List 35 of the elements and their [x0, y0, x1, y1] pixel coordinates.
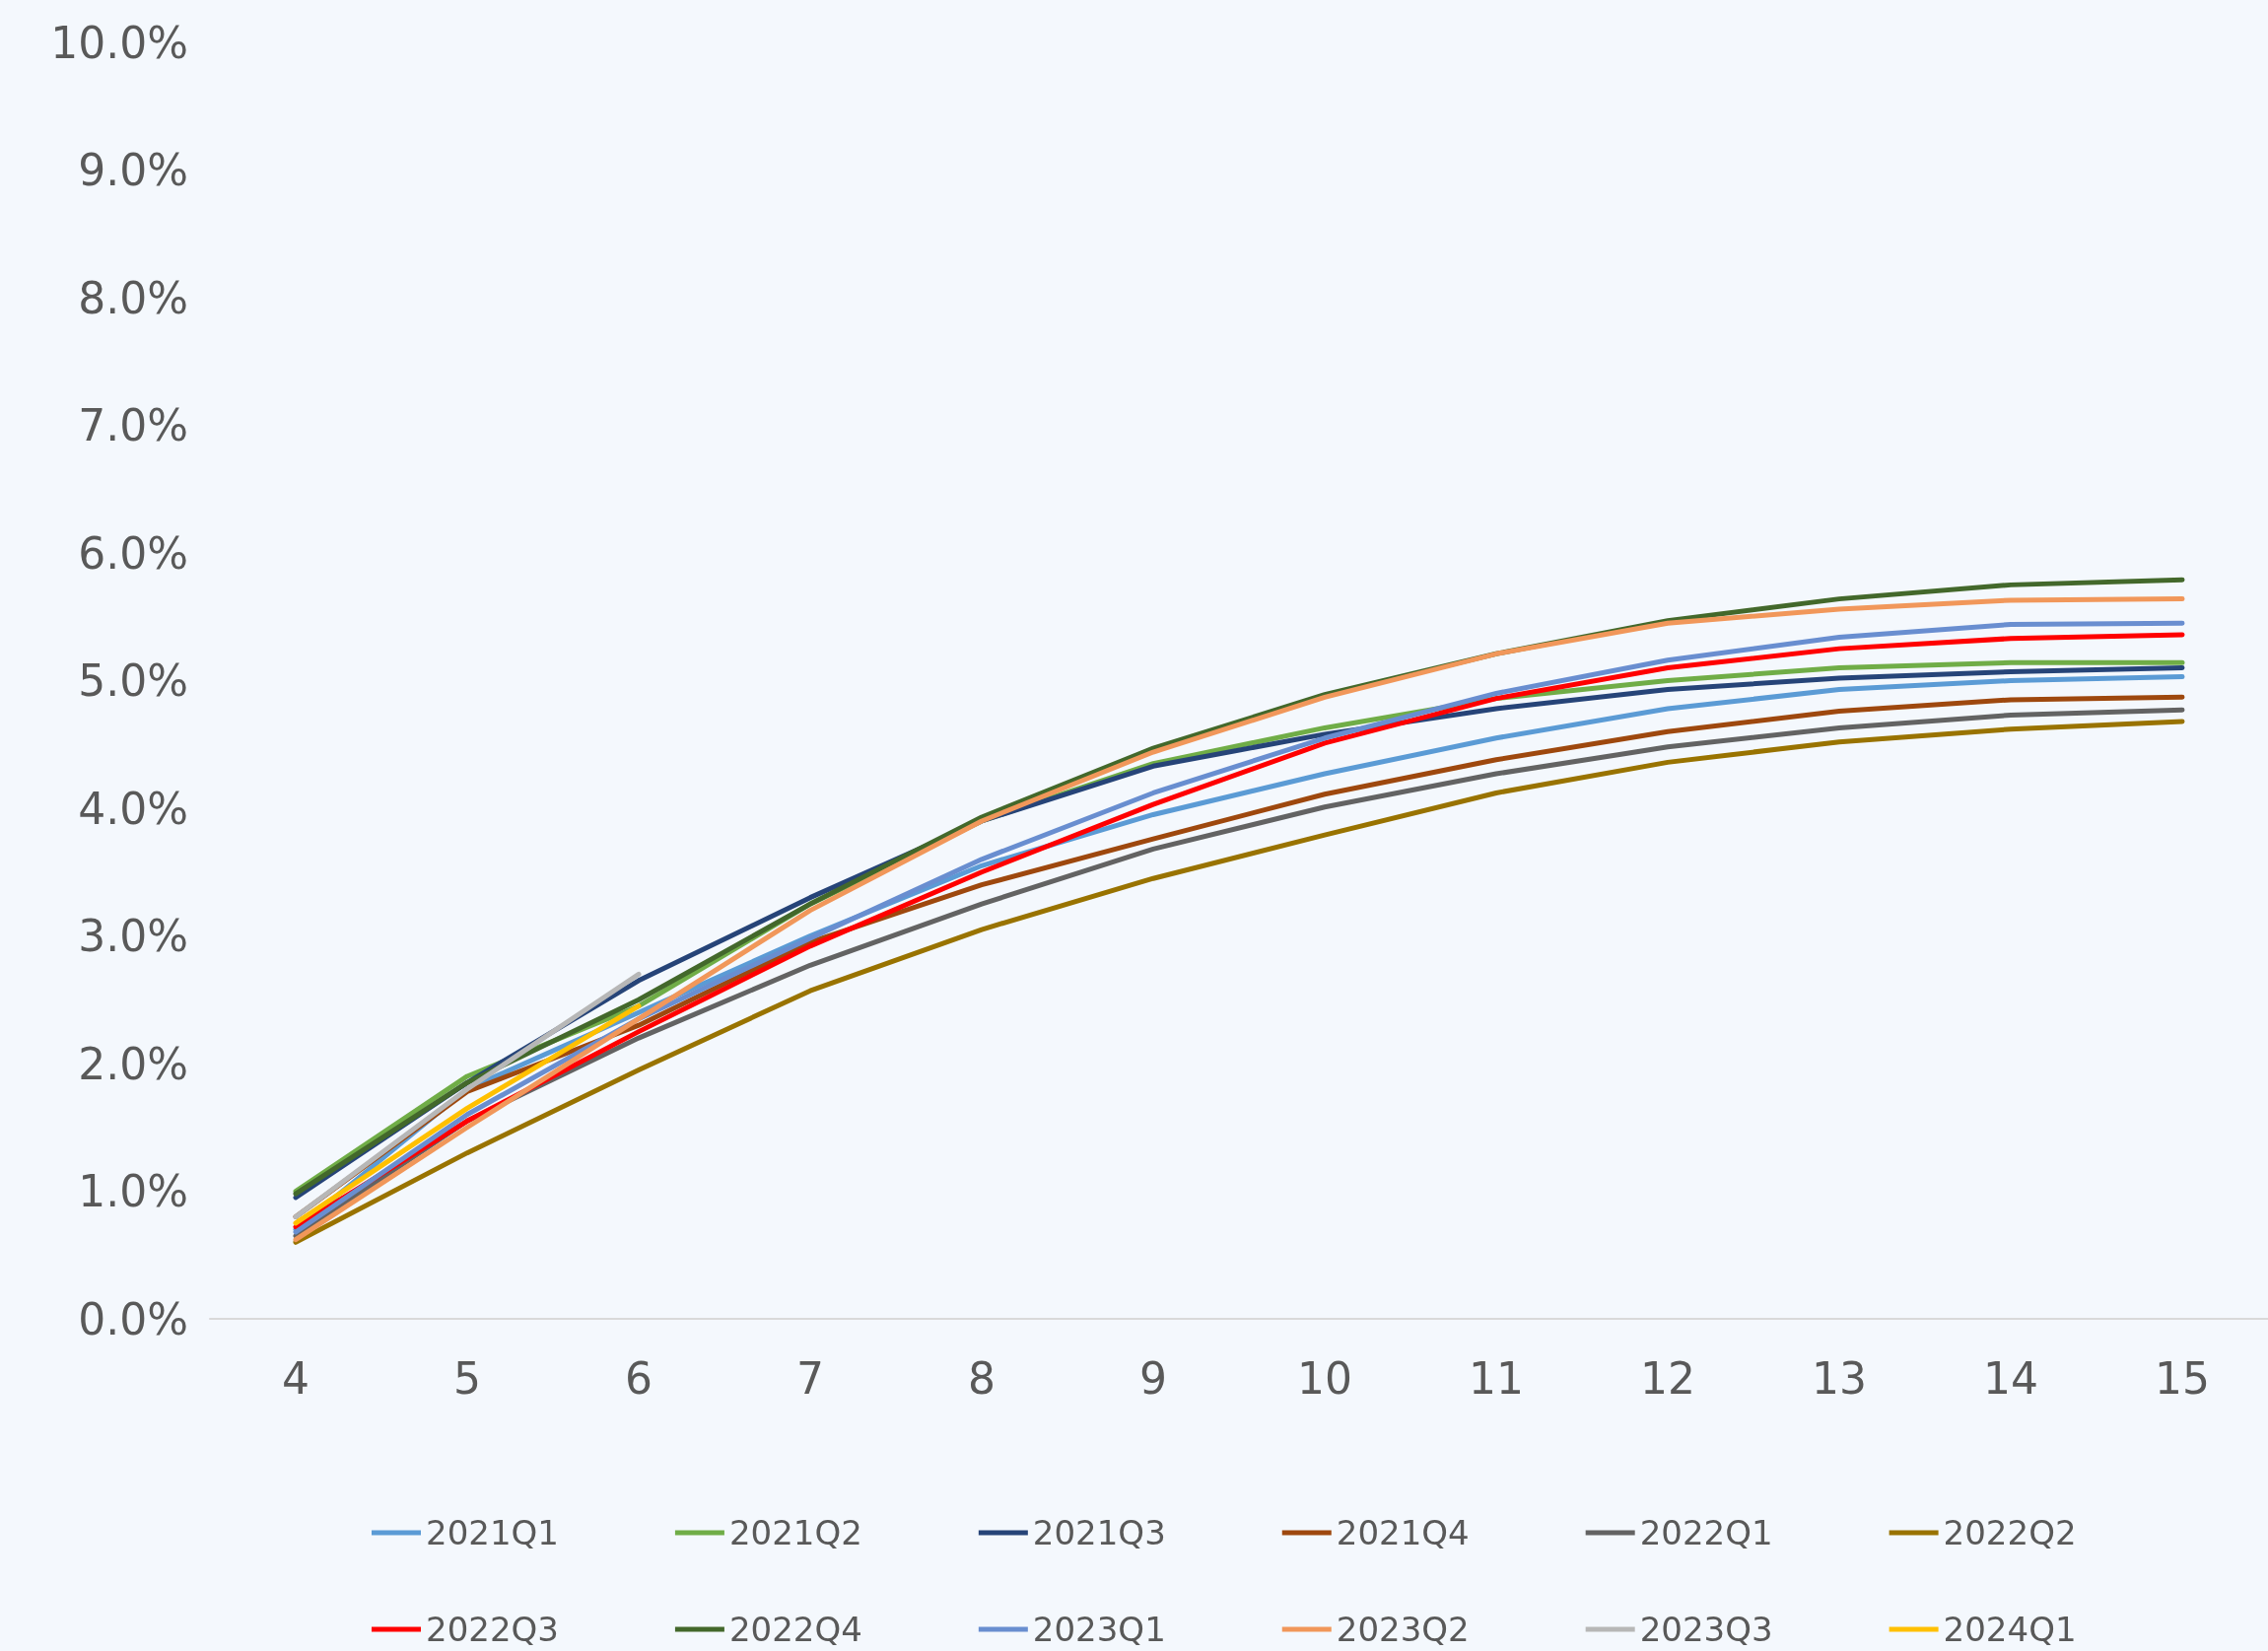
legend-label: 2022Q1 [1639, 1513, 1773, 1552]
legend-label: 2024Q1 [1943, 1610, 2077, 1649]
legend-label: 2022Q2 [1943, 1513, 2077, 1552]
y-tick-label: 0.0% [78, 1293, 188, 1344]
legend-label: 2021Q4 [1336, 1513, 1470, 1552]
y-tick-label: 7.0% [78, 400, 188, 450]
x-tick-label: 12 [1640, 1352, 1695, 1404]
legend-label: 2021Q2 [728, 1513, 862, 1552]
y-tick-label: 2.0% [78, 1038, 188, 1089]
legend-label: 2022Q3 [426, 1610, 559, 1649]
y-tick-label: 6.0% [78, 527, 188, 579]
x-tick-label: 6 [625, 1352, 653, 1404]
legend-label: 2021Q1 [426, 1513, 559, 1552]
legend-label: 2023Q3 [1639, 1610, 1773, 1649]
y-tick-label: 1.0% [78, 1166, 188, 1216]
y-tick-label: 8.0% [78, 272, 188, 323]
legend-label: 2021Q3 [1032, 1513, 1166, 1552]
y-tick-label: 9.0% [78, 145, 188, 195]
x-tick-label: 15 [2155, 1352, 2210, 1404]
y-tick-label: 3.0% [78, 911, 188, 961]
x-tick-label: 10 [1297, 1352, 1352, 1404]
x-tick-label: 5 [453, 1352, 481, 1404]
x-tick-label: 7 [796, 1352, 824, 1404]
y-tick-label: 4.0% [78, 783, 188, 834]
legend-label: 2023Q2 [1336, 1610, 1470, 1649]
x-tick-label: 9 [1139, 1352, 1167, 1404]
y-tick-label: 5.0% [78, 655, 188, 706]
legend-label: 2023Q1 [1032, 1610, 1166, 1649]
legend-label: 2022Q4 [728, 1610, 862, 1649]
x-tick-label: 14 [1983, 1352, 2038, 1404]
x-tick-label: 8 [968, 1352, 996, 1404]
x-tick-label: 4 [282, 1352, 309, 1404]
x-tick-label: 13 [1812, 1352, 1867, 1404]
x-tick-label: 11 [1469, 1352, 1524, 1404]
y-tick-label: 10.0% [50, 17, 188, 68]
